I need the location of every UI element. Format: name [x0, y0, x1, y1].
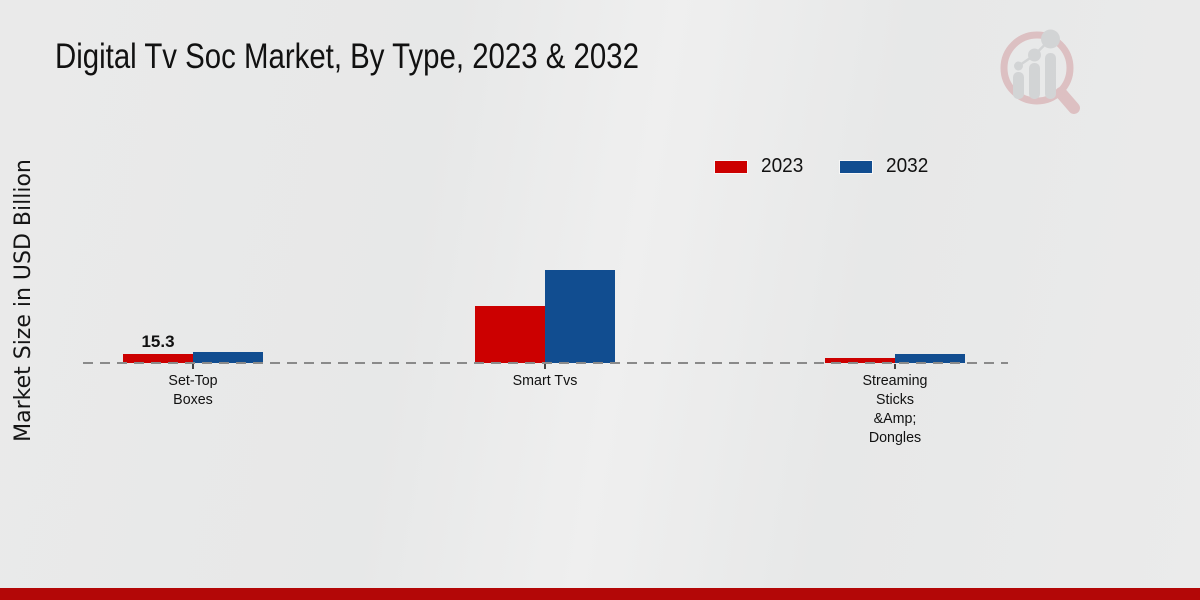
- bar-2032-set-top-boxes: [193, 352, 263, 363]
- legend-item-2023: 2023: [714, 155, 806, 178]
- legend-item-2032: 2032: [838, 155, 931, 178]
- x-axis-tick-streaming-sticks-amp-dongles: [894, 364, 896, 369]
- bar-2023-set-top-boxes: [123, 354, 193, 363]
- chart-title: Digital Tv Soc Market, By Type, 2023 & 2…: [55, 37, 639, 76]
- bar-2032-smart-tvs: [545, 270, 615, 363]
- x-axis-tick-set-top-boxes: [192, 364, 194, 369]
- data-label-2023-set-top-boxes: 15.3: [141, 332, 175, 351]
- legend: 2023 2032: [714, 155, 930, 178]
- x-axis-label-set-top-boxes: Set-Top Boxes: [168, 372, 218, 408]
- magnifier-bar-chart-logo-icon: [1000, 29, 1080, 114]
- legend-label-2023: 2023: [761, 155, 804, 177]
- bar-2023-smart-tvs: [475, 306, 545, 363]
- bottom-accent-bar: [0, 588, 1200, 600]
- x-axis-label-smart-tvs: Smart Tvs: [512, 372, 578, 389]
- bar-2032-streaming-sticks-amp-dongles: [895, 354, 965, 363]
- x-axis-tick-smart-tvs: [544, 364, 546, 369]
- x-axis-label-streaming-sticks-amp-dongles: Streaming Sticks &Amp; Dongles: [862, 372, 928, 446]
- zero-baseline: [83, 362, 1008, 364]
- legend-swatch-2032: [838, 159, 873, 174]
- legend-swatch-2023: [714, 159, 748, 174]
- legend-label-2032: 2032: [885, 155, 928, 177]
- bar-2023-streaming-sticks-amp-dongles: [825, 358, 895, 363]
